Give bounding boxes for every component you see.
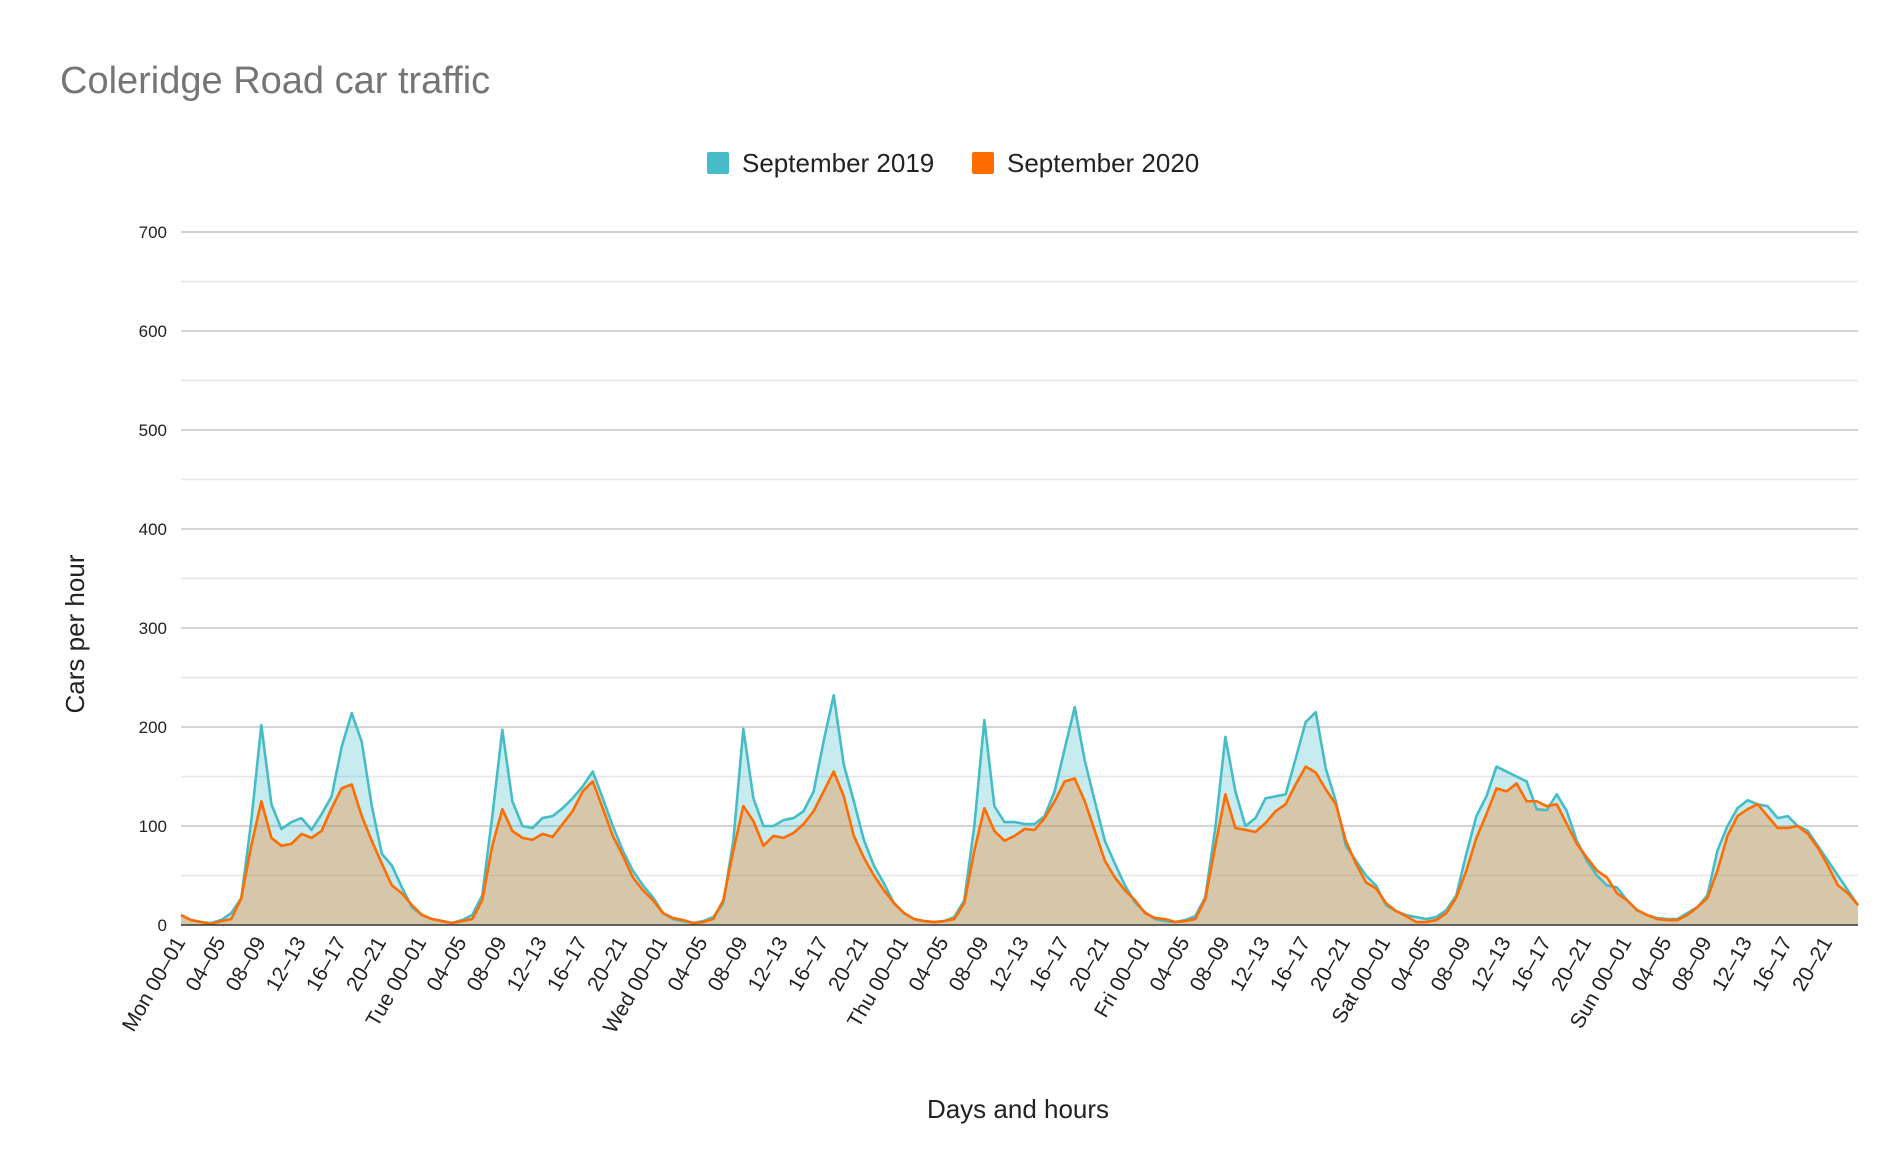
x-tick-label: 12–13 bbox=[1467, 933, 1516, 995]
series-line-2020 bbox=[180, 765, 1859, 926]
y-tick-label: 100 bbox=[139, 817, 167, 836]
x-tick-label: 04–05 bbox=[1386, 933, 1435, 995]
x-tick-label: 12–13 bbox=[1226, 933, 1275, 995]
x-tick-label: 12–13 bbox=[503, 933, 552, 995]
x-tick-label: 16–17 bbox=[784, 933, 833, 995]
x-tick-label: 12–13 bbox=[744, 933, 793, 995]
y-tick-label: 700 bbox=[139, 223, 167, 242]
y-tick-label: 500 bbox=[139, 421, 167, 440]
x-tick-label: 16–17 bbox=[1266, 933, 1315, 995]
chart-title: Coleridge Road car traffic bbox=[60, 60, 490, 102]
x-tick-label: 08–09 bbox=[945, 933, 994, 995]
x-tick-label: 08–09 bbox=[222, 933, 271, 995]
x-tick-label: 16–17 bbox=[1025, 933, 1074, 995]
x-tick-label: 04–05 bbox=[181, 933, 230, 995]
x-tick-label: 16–17 bbox=[1507, 933, 1556, 995]
x-tick-label: 08–09 bbox=[1186, 933, 1235, 995]
x-tick-label: 16–17 bbox=[302, 933, 351, 995]
plot-area bbox=[180, 694, 1860, 926]
series-area-2019 bbox=[181, 695, 1858, 925]
x-tick-label: 12–13 bbox=[985, 933, 1034, 995]
x-tick-label: 08–09 bbox=[704, 933, 753, 995]
x-tick-label: 08–09 bbox=[1668, 933, 1717, 995]
series-area-2020 bbox=[181, 766, 1858, 925]
x-tick-label: 08–09 bbox=[1427, 933, 1476, 995]
x-tick-label: 04–05 bbox=[1627, 933, 1676, 995]
gridlines bbox=[181, 231, 1858, 877]
x-tick-label: 04–05 bbox=[422, 933, 471, 995]
x-tick-label: 12–13 bbox=[262, 933, 311, 995]
y-tick-label: 0 bbox=[158, 916, 167, 935]
x-tick-label: 16–17 bbox=[1748, 933, 1797, 995]
x-tick-label: 16–17 bbox=[543, 933, 592, 995]
x-axis-title: Days and hours bbox=[927, 1094, 1109, 1124]
y-tick-label: 400 bbox=[139, 520, 167, 539]
x-tick-label: 04–05 bbox=[1145, 933, 1194, 995]
x-tick-label: 12–13 bbox=[1708, 933, 1757, 995]
legend-item-2020[interactable]: September 2020 bbox=[972, 148, 1199, 178]
legend-item-2019[interactable]: September 2019 bbox=[707, 148, 934, 178]
y-tick-label: 600 bbox=[139, 322, 167, 341]
legend-label-2020: September 2020 bbox=[1007, 148, 1199, 178]
y-axis-ticks: 0 100 200 300 400 500 600 700 bbox=[139, 223, 167, 935]
y-tick-label: 200 bbox=[139, 718, 167, 737]
y-axis-title: Cars per hour bbox=[60, 554, 90, 713]
y-tick-label: 300 bbox=[139, 619, 167, 638]
x-tick-label: 04–05 bbox=[904, 933, 953, 995]
legend-swatch-2019 bbox=[707, 152, 729, 174]
x-tick-label: Mon 00–01 bbox=[118, 933, 190, 1036]
x-tick-label: 08–09 bbox=[463, 933, 512, 995]
legend: September 2019 September 2020 bbox=[707, 148, 1199, 178]
x-tick-label: 04–05 bbox=[663, 933, 712, 995]
legend-swatch-2020 bbox=[972, 152, 994, 174]
x-tick-label: 20–21 bbox=[1788, 933, 1837, 995]
legend-label-2019: September 2019 bbox=[742, 148, 934, 178]
